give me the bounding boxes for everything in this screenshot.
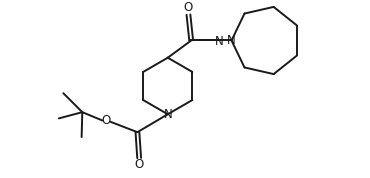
Text: O: O: [184, 1, 193, 14]
Text: N: N: [227, 34, 236, 47]
Text: N: N: [215, 35, 224, 48]
Text: N: N: [164, 108, 172, 121]
Text: O: O: [101, 114, 111, 127]
Text: O: O: [135, 158, 144, 171]
